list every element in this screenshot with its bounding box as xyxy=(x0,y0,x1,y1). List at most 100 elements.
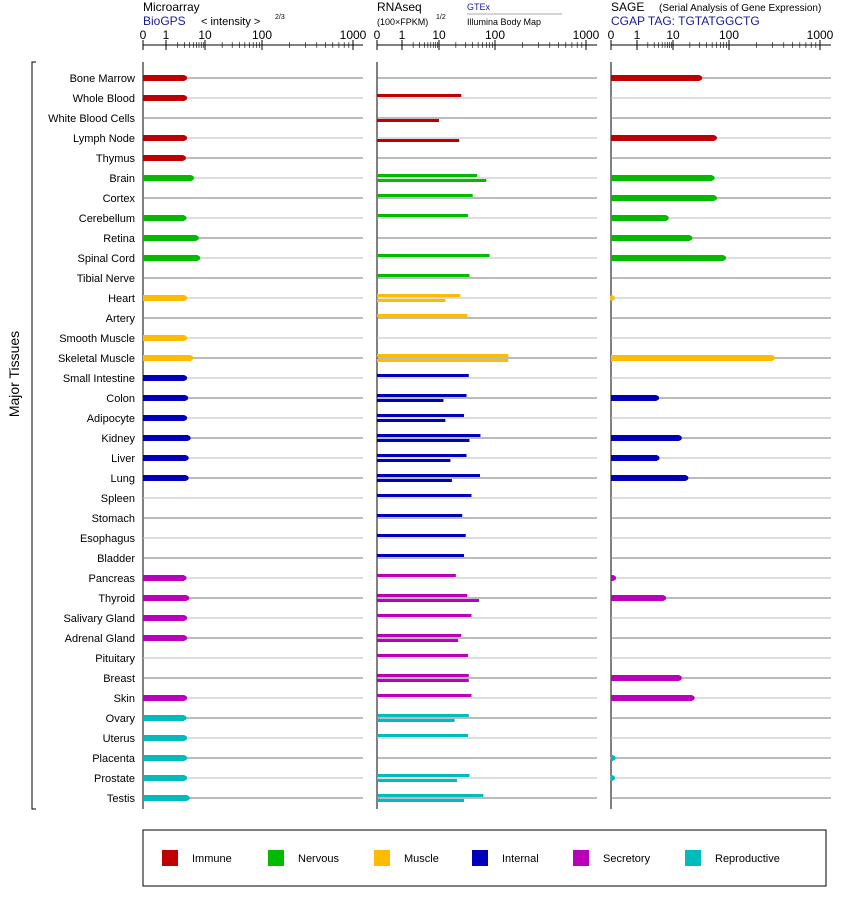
axis-tick-label: 0 xyxy=(374,28,381,42)
microarray-bar-end xyxy=(182,415,188,421)
microarray-bar-end xyxy=(184,595,190,601)
tissue-label: Salivary Gland xyxy=(63,613,135,625)
sage-bar-end xyxy=(609,295,615,301)
legend-label-secretory: Secretory xyxy=(603,853,651,865)
legend-label-muscle: Muscle xyxy=(404,853,439,865)
tissue-label: Bone Marrow xyxy=(70,73,135,85)
microarray-bar xyxy=(143,135,185,141)
sage-bar-end xyxy=(610,775,616,781)
sage-bar-end xyxy=(711,135,717,141)
sage-title: SAGE xyxy=(611,0,644,14)
tissue-label: Lymph Node xyxy=(73,133,135,145)
microarray-header: Microarray BioGPS < intensity > 2/3 xyxy=(143,0,285,28)
sage-bar-end xyxy=(709,175,715,181)
axis-tick-label: 10 xyxy=(432,28,446,42)
tissue-label: Colon xyxy=(106,393,135,405)
microarray-bar-end xyxy=(182,375,188,381)
gtex-bar xyxy=(377,394,467,397)
sage-bar xyxy=(611,355,773,361)
gtex-bar xyxy=(377,374,469,377)
ibm-bar xyxy=(377,119,439,122)
gtex-legend-label: GTEx xyxy=(467,2,491,12)
microarray-bar xyxy=(143,255,198,261)
microarray-bar xyxy=(143,215,185,221)
sage-bar xyxy=(611,455,658,461)
sage-title-suffix: (Serial Analysis of Gene Expression) xyxy=(659,3,821,14)
major-tissues-label: Major Tissues xyxy=(6,331,22,417)
rnaseq-exponent: 1/2 xyxy=(436,14,446,21)
sage-bar-end xyxy=(663,215,669,221)
major-tissues-bracket xyxy=(31,61,36,810)
microarray-bar xyxy=(143,775,185,781)
tissue-label: Bladder xyxy=(97,553,135,565)
ibm-bar xyxy=(377,799,465,802)
legend-box xyxy=(142,829,827,887)
sage-bar xyxy=(611,475,686,481)
sage-bar xyxy=(611,175,713,181)
sage-bar xyxy=(611,595,664,601)
sage-bar-end xyxy=(689,695,695,701)
ibm-bar xyxy=(377,599,480,602)
legend-swatch-internal xyxy=(472,850,488,866)
gtex-bar xyxy=(377,794,484,797)
gtex-bar xyxy=(377,474,481,477)
axis-layer: 0 1 10 100 1000 0 1 10 100 1000 0 1 10 100 1000 xyxy=(140,28,834,50)
gtex-bar xyxy=(377,734,469,737)
sage-bar xyxy=(611,195,715,201)
bar-layer xyxy=(143,75,775,802)
tissue-label: Pancreas xyxy=(89,573,136,585)
legend-label-reproductive: Reproductive xyxy=(715,853,780,865)
microarray-bar-end xyxy=(182,695,188,701)
ibm-bar xyxy=(377,439,470,442)
microarray-bar-end xyxy=(182,775,188,781)
gtex-bar xyxy=(377,254,490,257)
rnaseq-header: RNAseq (100×FPKM) 1/2 GTEx Illumina Body… xyxy=(377,0,562,27)
axis-tick-label: 10 xyxy=(198,28,212,42)
axis-tick-label: 1 xyxy=(634,28,641,42)
ibm-legend-label: Illumina Body Map xyxy=(467,17,541,27)
tissue-label: Spinal Cord xyxy=(78,253,135,265)
microarray-bar xyxy=(143,715,185,721)
gtex-bar xyxy=(377,634,462,637)
axis-tick-label: 1000 xyxy=(807,28,834,42)
sage-bar xyxy=(611,255,724,261)
microarray-bar xyxy=(143,795,188,801)
tissue-label: Spleen xyxy=(101,493,135,505)
microarray-bar-end xyxy=(185,435,191,441)
legend-swatch-reproductive xyxy=(685,850,701,866)
gtex-bar xyxy=(377,294,461,297)
axis-tick-label: 1000 xyxy=(340,28,367,42)
legend-label-internal: Internal xyxy=(502,853,539,865)
microarray-bar xyxy=(143,475,187,481)
microarray-bar-end xyxy=(182,335,188,341)
sage-bar-end xyxy=(769,355,775,361)
ibm-bar xyxy=(377,139,460,142)
tissue-label: Brain xyxy=(109,173,135,185)
tissue-label: Skin xyxy=(114,693,135,705)
microarray-bar xyxy=(143,735,185,741)
tissue-label: Heart xyxy=(108,293,135,305)
tissue-label: Liver xyxy=(111,453,135,465)
tissue-label: Lung xyxy=(111,473,135,485)
axis-tick-label: 100 xyxy=(719,28,739,42)
tissue-label: Testis xyxy=(107,793,136,805)
sage-bar-end xyxy=(661,595,667,601)
tissue-label: Stomach xyxy=(92,513,135,525)
axis-tick-label: 0 xyxy=(608,28,615,42)
microarray-bar-end xyxy=(181,215,187,221)
legend-swatch-immune xyxy=(162,850,178,866)
microarray-title: Microarray xyxy=(143,0,200,14)
microarray-bar xyxy=(143,435,189,441)
gtex-bar xyxy=(377,514,463,517)
microarray-bar-end xyxy=(193,235,199,241)
gtex-bar xyxy=(377,714,469,717)
microarray-bar xyxy=(143,755,185,761)
tissue-label: Small Intestine xyxy=(63,373,135,385)
sage-bar xyxy=(611,675,680,681)
tissue-label: Skeletal Muscle xyxy=(58,353,135,365)
tissue-label: Ovary xyxy=(106,713,136,725)
gtex-bar xyxy=(377,274,470,277)
sage-bar xyxy=(611,395,657,401)
microarray-bar-end xyxy=(183,475,189,481)
